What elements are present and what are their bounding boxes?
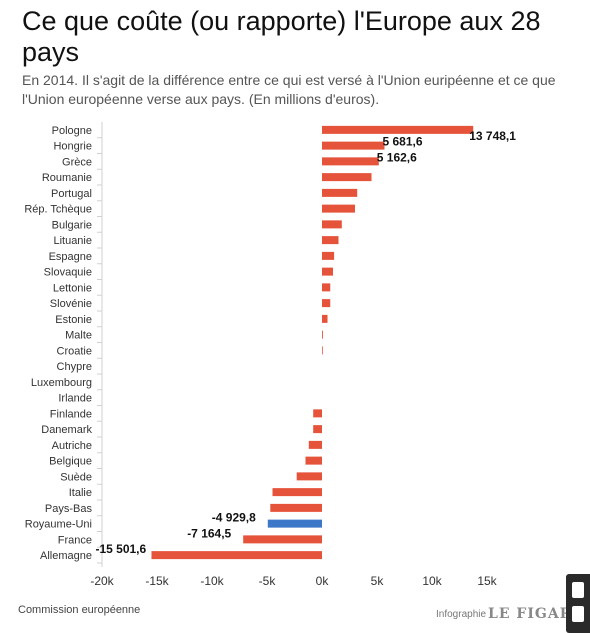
category-label: France <box>58 534 92 546</box>
category-label: Luxembourg <box>31 377 92 389</box>
data-label: -15 501,6 <box>95 542 146 556</box>
x-tick-label: 0k <box>316 574 330 588</box>
x-tick-label: 15k <box>477 574 497 588</box>
bar <box>322 236 339 245</box>
category-label: Finlande <box>50 408 92 420</box>
bar <box>322 157 379 166</box>
bar <box>322 299 331 308</box>
category-label: Lettonie <box>53 282 92 294</box>
bar <box>322 251 335 260</box>
category-label: Suède <box>60 471 92 483</box>
bar <box>322 330 323 339</box>
data-label: 5 162,6 <box>377 150 417 164</box>
data-label: 5 681,6 <box>382 135 422 149</box>
export-menu-button[interactable] <box>566 574 590 633</box>
category-label: Grèce <box>62 156 92 168</box>
category-label: Pays-Bas <box>45 503 93 515</box>
bar <box>322 314 328 323</box>
bar <box>267 519 322 528</box>
chart-title: Ce que coûte (ou rapporte) l'Europe aux … <box>22 6 541 67</box>
category-label: Lituanie <box>53 235 92 247</box>
bar <box>296 472 322 481</box>
category-label: Autriche <box>52 440 92 452</box>
data-label: -7 164,5 <box>187 526 231 540</box>
bar <box>313 425 322 434</box>
category-label: Allemagne <box>40 550 92 562</box>
bar <box>322 188 358 197</box>
bar <box>322 204 355 213</box>
category-label: Belgique <box>49 456 92 468</box>
category-label: Danemark <box>41 424 92 436</box>
category-label: Pologne <box>52 125 92 137</box>
category-label: Italie <box>69 487 92 499</box>
x-tick-label: 10k <box>422 574 442 588</box>
x-tick-label: -5k <box>259 574 277 588</box>
brand-logo: LE FIGARO <box>488 606 586 622</box>
category-label: Espagne <box>49 251 92 263</box>
bar <box>270 503 322 512</box>
category-label: Royaume-Uni <box>25 519 92 531</box>
source-note: Commission européenne <box>18 604 141 616</box>
x-tick-label: -15k <box>145 574 169 588</box>
category-label: Estonie <box>55 314 92 326</box>
category-label: Irlande <box>58 393 92 405</box>
bar <box>322 141 385 150</box>
bar <box>322 267 333 276</box>
bar <box>243 535 322 544</box>
bar <box>322 283 331 292</box>
bar <box>272 488 322 497</box>
category-label: Hongrie <box>53 141 92 153</box>
bar <box>322 220 342 229</box>
bar <box>305 456 322 465</box>
category-label: Chypre <box>57 361 92 373</box>
export-image-icon <box>572 606 584 622</box>
bar <box>308 440 322 449</box>
bar <box>322 346 323 355</box>
data-label: 13 748,1 <box>469 129 516 143</box>
category-label: Roumanie <box>42 172 92 184</box>
bar <box>322 173 372 182</box>
category-label: Slovaquie <box>44 267 92 279</box>
category-label: Portugal <box>51 188 92 200</box>
data-label: -4 929,8 <box>212 511 256 525</box>
x-tick-label: 5k <box>371 574 385 588</box>
bar <box>322 125 474 134</box>
category-label: Bulgarie <box>52 219 92 231</box>
category-label: Malte <box>65 330 92 342</box>
credit-label: Infographie <box>436 609 487 620</box>
x-tick-label: -10k <box>200 574 224 588</box>
bar <box>313 409 322 418</box>
x-tick-label: -20k <box>90 574 114 588</box>
export-document-icon <box>572 582 584 598</box>
category-label: Rép. Tchèque <box>24 204 92 216</box>
category-label: Slovénie <box>50 298 92 310</box>
bar <box>151 551 322 560</box>
chart-subtitle: En 2014. Il s'agit de la différence entr… <box>22 72 556 107</box>
category-label: Croatie <box>57 345 92 357</box>
